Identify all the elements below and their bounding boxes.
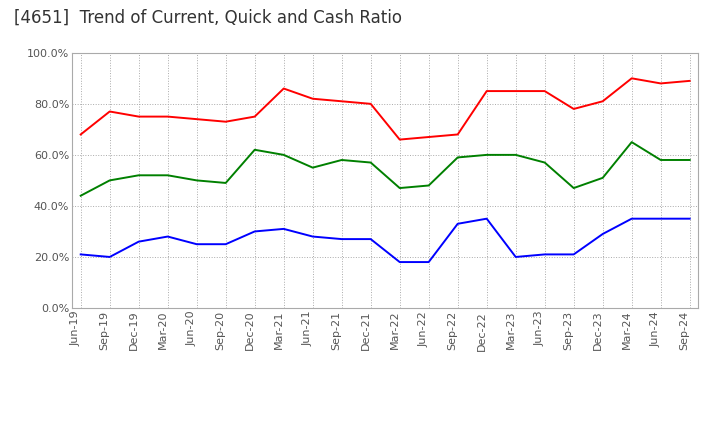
Legend: Current Ratio, Quick Ratio, Cash Ratio: Current Ratio, Quick Ratio, Cash Ratio <box>189 437 582 440</box>
Current Ratio <box>135 114 143 119</box>
Quick Ratio <box>308 165 317 170</box>
Cash Ratio <box>163 234 172 239</box>
Quick Ratio <box>570 185 578 191</box>
Quick Ratio <box>105 178 114 183</box>
Quick Ratio <box>482 152 491 158</box>
Current Ratio <box>366 101 375 106</box>
Current Ratio <box>221 119 230 125</box>
Quick Ratio <box>338 158 346 163</box>
Cash Ratio <box>135 239 143 244</box>
Cash Ratio <box>338 236 346 242</box>
Cash Ratio <box>424 260 433 265</box>
Current Ratio <box>541 88 549 94</box>
Quick Ratio <box>511 152 520 158</box>
Line: Quick Ratio: Quick Ratio <box>81 142 690 196</box>
Quick Ratio <box>251 147 259 152</box>
Cash Ratio <box>395 260 404 265</box>
Current Ratio <box>308 96 317 101</box>
Cash Ratio <box>105 254 114 260</box>
Quick Ratio <box>627 139 636 145</box>
Current Ratio <box>454 132 462 137</box>
Cash Ratio <box>685 216 694 221</box>
Quick Ratio <box>279 152 288 158</box>
Cash Ratio <box>454 221 462 227</box>
Current Ratio <box>627 76 636 81</box>
Cash Ratio <box>570 252 578 257</box>
Line: Cash Ratio: Cash Ratio <box>81 219 690 262</box>
Cash Ratio <box>366 236 375 242</box>
Cash Ratio <box>598 231 607 237</box>
Quick Ratio <box>454 155 462 160</box>
Current Ratio <box>163 114 172 119</box>
Quick Ratio <box>424 183 433 188</box>
Cash Ratio <box>482 216 491 221</box>
Quick Ratio <box>685 158 694 163</box>
Line: Current Ratio: Current Ratio <box>81 78 690 139</box>
Text: [4651]  Trend of Current, Quick and Cash Ratio: [4651] Trend of Current, Quick and Cash … <box>14 8 402 26</box>
Cash Ratio <box>308 234 317 239</box>
Cash Ratio <box>221 242 230 247</box>
Quick Ratio <box>541 160 549 165</box>
Current Ratio <box>76 132 85 137</box>
Cash Ratio <box>627 216 636 221</box>
Quick Ratio <box>76 193 85 198</box>
Cash Ratio <box>511 254 520 260</box>
Current Ratio <box>570 106 578 112</box>
Cash Ratio <box>192 242 201 247</box>
Quick Ratio <box>657 158 665 163</box>
Cash Ratio <box>76 252 85 257</box>
Quick Ratio <box>598 175 607 180</box>
Cash Ratio <box>541 252 549 257</box>
Current Ratio <box>511 88 520 94</box>
Current Ratio <box>598 99 607 104</box>
Quick Ratio <box>221 180 230 186</box>
Current Ratio <box>279 86 288 91</box>
Cash Ratio <box>279 226 288 231</box>
Current Ratio <box>192 117 201 122</box>
Current Ratio <box>685 78 694 84</box>
Cash Ratio <box>657 216 665 221</box>
Current Ratio <box>657 81 665 86</box>
Current Ratio <box>424 134 433 139</box>
Quick Ratio <box>366 160 375 165</box>
Quick Ratio <box>163 172 172 178</box>
Current Ratio <box>482 88 491 94</box>
Current Ratio <box>395 137 404 142</box>
Quick Ratio <box>395 185 404 191</box>
Current Ratio <box>338 99 346 104</box>
Current Ratio <box>105 109 114 114</box>
Quick Ratio <box>135 172 143 178</box>
Current Ratio <box>251 114 259 119</box>
Quick Ratio <box>192 178 201 183</box>
Cash Ratio <box>251 229 259 234</box>
